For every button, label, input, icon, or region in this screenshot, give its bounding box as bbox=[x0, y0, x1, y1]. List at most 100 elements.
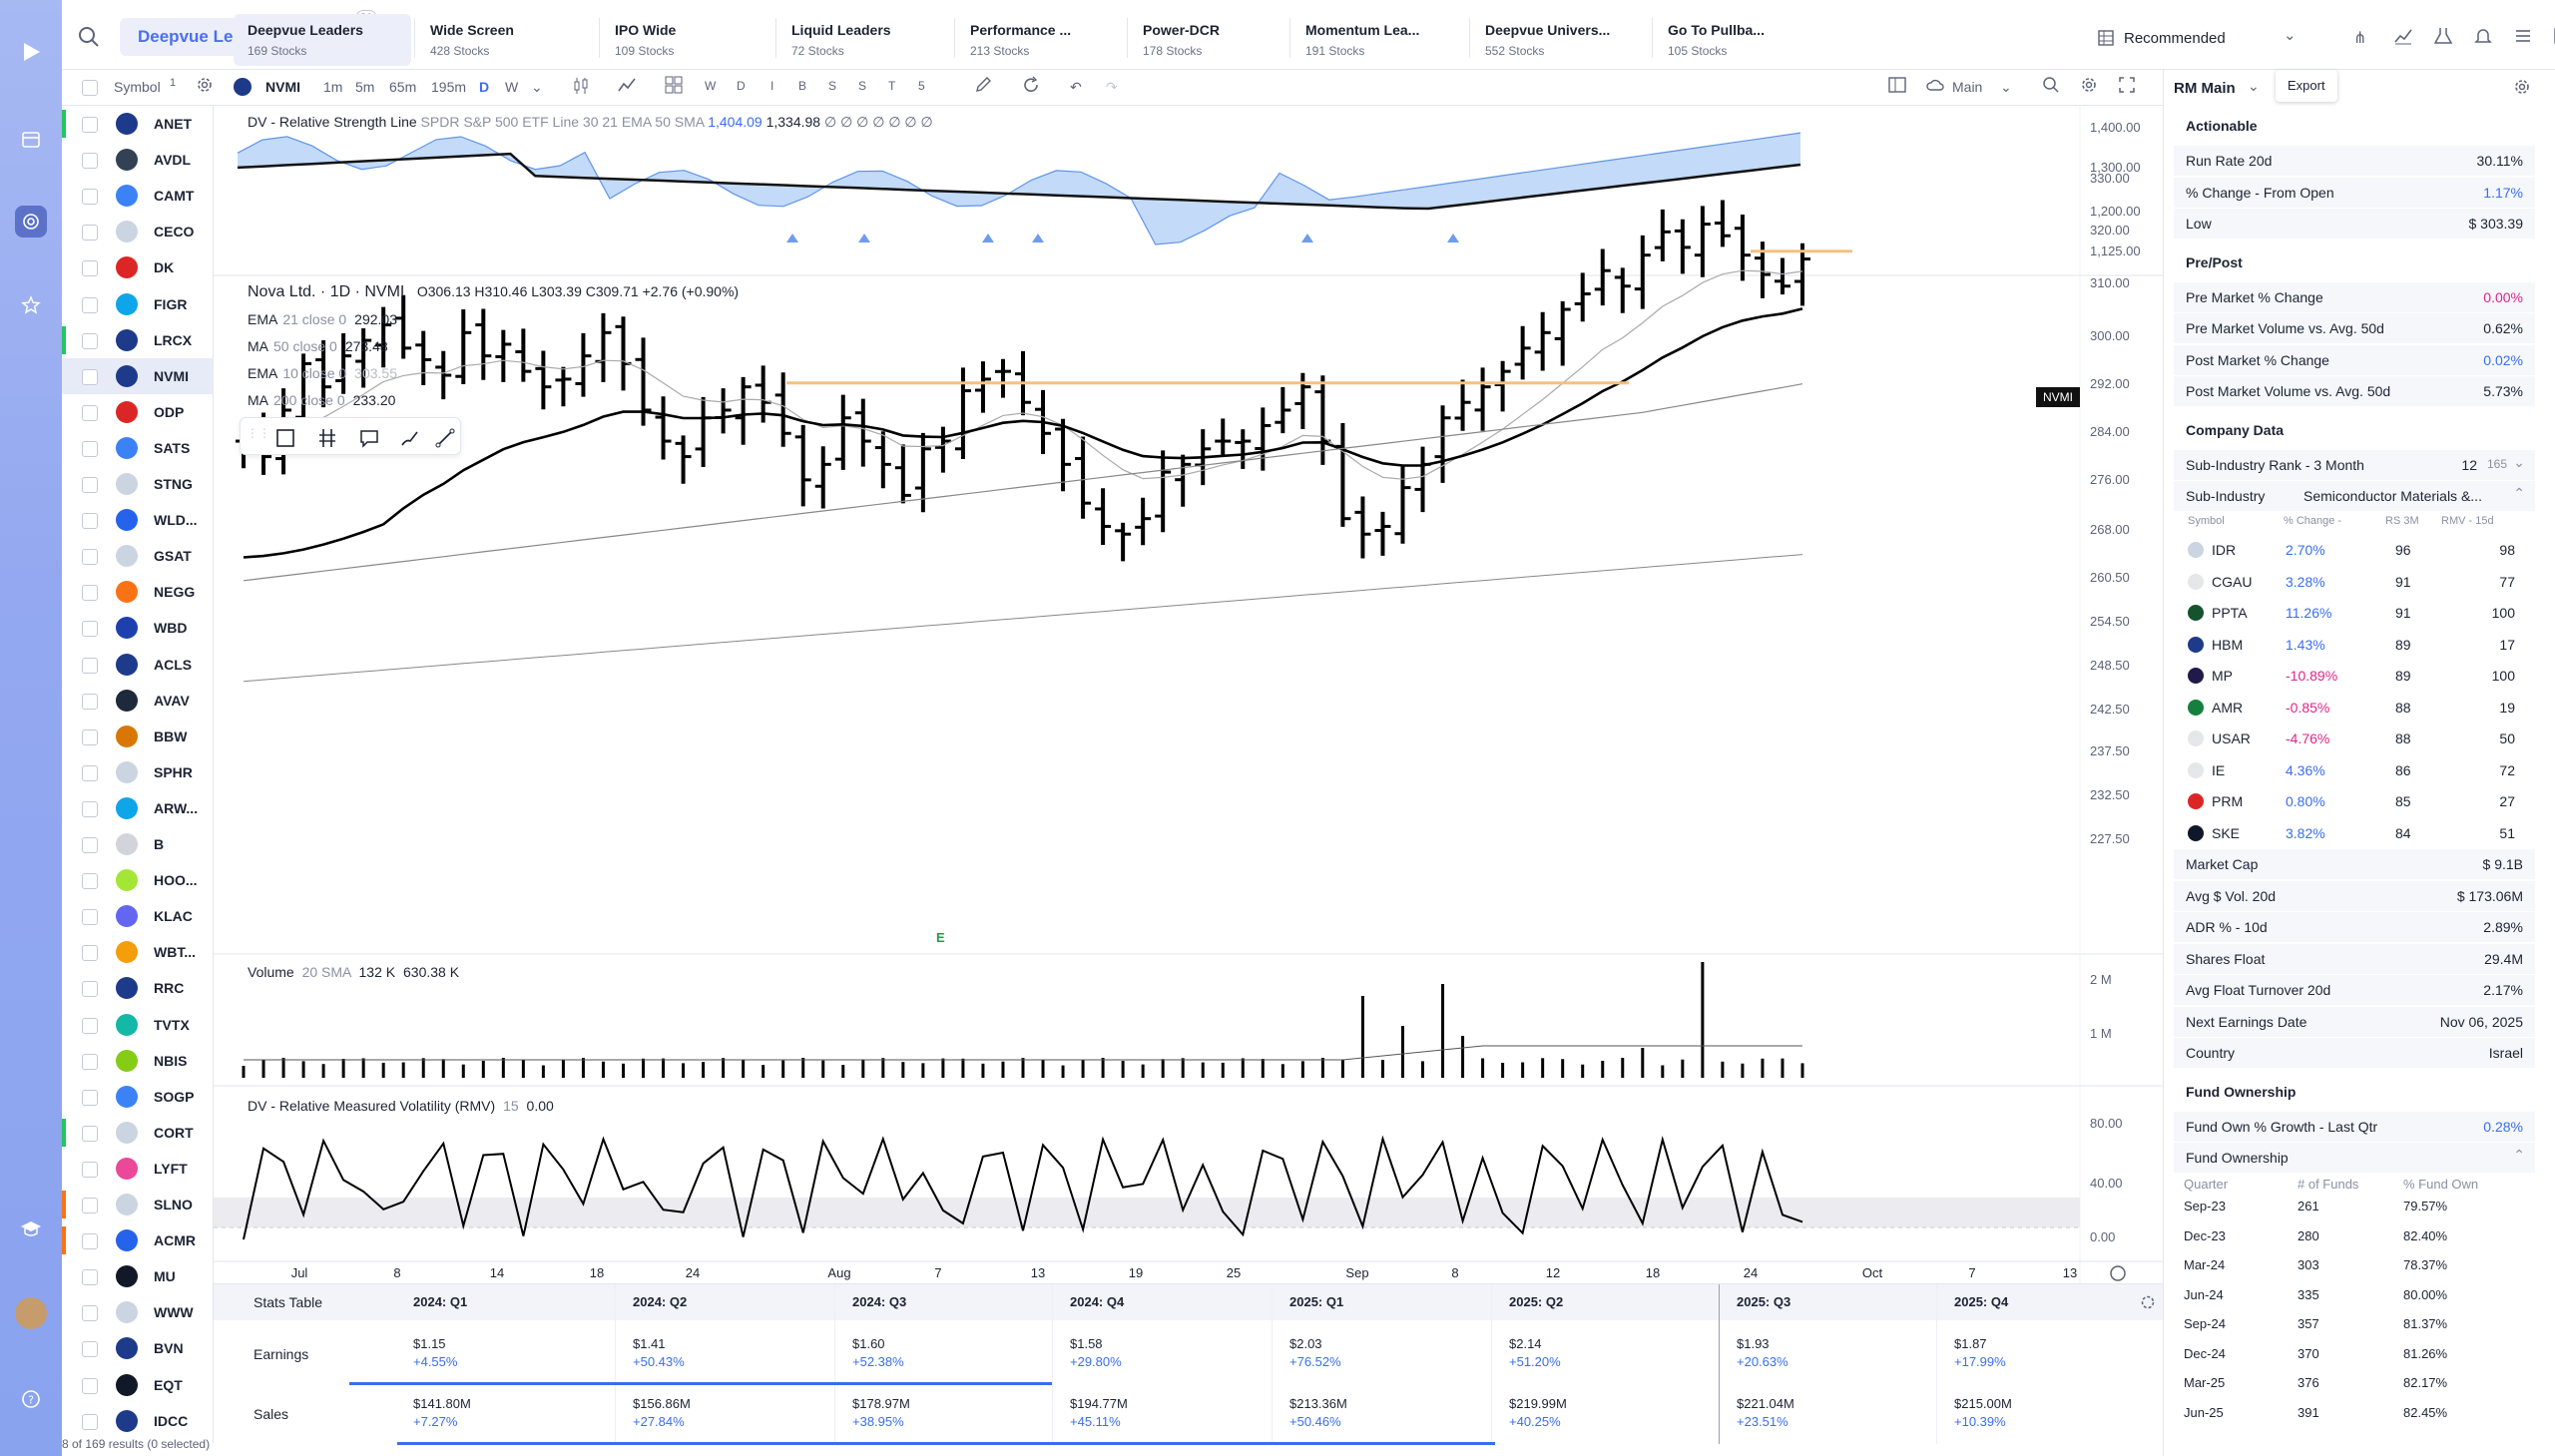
indicators-icon[interactable] bbox=[617, 76, 637, 99]
symbol-row[interactable]: AVAV bbox=[62, 683, 214, 719]
symbol-row[interactable]: WBD bbox=[62, 610, 214, 646]
recommended-select[interactable]: Recommended ⌄ bbox=[2098, 24, 2298, 52]
symbol-row[interactable]: CECO bbox=[62, 214, 214, 249]
symbol-row[interactable]: ARW... bbox=[62, 790, 214, 826]
row-checkbox[interactable] bbox=[82, 909, 98, 926]
rs-new-high-marker[interactable] bbox=[786, 234, 798, 243]
fund-header[interactable]: % Fund Own bbox=[2403, 1177, 2479, 1192]
symbol-row[interactable]: BBW bbox=[62, 719, 214, 754]
peer-row[interactable]: USAR -4.76% 88 50 bbox=[2174, 724, 2535, 753]
peer-row[interactable]: HBM 1.43% 89 17 bbox=[2174, 630, 2535, 660]
row-checkbox[interactable] bbox=[82, 117, 98, 133]
row-checkbox[interactable] bbox=[82, 837, 98, 853]
sub-industry-rank-row[interactable]: Sub-Industry Rank - 3 Month 12 165 ⌄ bbox=[2174, 449, 2535, 480]
peer-header[interactable]: Symbol bbox=[2188, 515, 2225, 527]
stats-quarter-header[interactable]: 2025: Q3 bbox=[1737, 1294, 1791, 1309]
prepost-row[interactable]: Pre Market % Change 0.00% bbox=[2174, 281, 2535, 312]
interval-5m[interactable]: 5m bbox=[355, 79, 375, 95]
tab-2[interactable]: IPO Wide 109 Stocks bbox=[601, 14, 763, 66]
ema21-line[interactable] bbox=[243, 307, 1803, 559]
symbol-row[interactable]: LRCX bbox=[62, 322, 214, 358]
peer-row[interactable]: IE 4.36% 86 72 bbox=[2174, 755, 2535, 785]
prepost-row[interactable]: Post Market % Change 0.02% bbox=[2174, 344, 2535, 375]
ma-legend-row[interactable]: EMA 10 close 0 303.55 bbox=[248, 365, 397, 381]
period-b[interactable]: B bbox=[798, 79, 807, 93]
symbol-row[interactable]: IDCC bbox=[62, 1403, 214, 1439]
actionable-row[interactable]: % Change - From Open 1.17% bbox=[2174, 177, 2535, 208]
period-i[interactable]: I bbox=[770, 79, 774, 93]
company-row[interactable]: Avg $ Vol. 20d $ 173.06M bbox=[2174, 880, 2535, 911]
rs-new-high-marker[interactable] bbox=[982, 234, 994, 243]
peer-row[interactable]: CGAU 3.28% 91 77 bbox=[2174, 567, 2535, 597]
peer-row[interactable]: IDR 2.70% 96 98 bbox=[2174, 535, 2535, 565]
radar-icon[interactable] bbox=[15, 206, 47, 238]
list-icon[interactable] bbox=[2513, 26, 2533, 51]
peer-row[interactable]: PRM 0.80% 85 27 bbox=[2174, 786, 2535, 816]
brush-tool-icon[interactable] bbox=[398, 427, 420, 449]
actionable-row[interactable]: Run Rate 20d 30.11% bbox=[2174, 146, 2535, 176]
earnings-marker[interactable]: E bbox=[936, 930, 945, 945]
chevron-down-icon[interactable]: ⌄ bbox=[2513, 453, 2525, 470]
interval-w[interactable]: W bbox=[505, 79, 519, 95]
peer-row[interactable]: PPTA 11.26% 91 100 bbox=[2174, 598, 2535, 628]
bell-icon[interactable] bbox=[2473, 26, 2493, 51]
volume-sma-line[interactable] bbox=[244, 1045, 1802, 1061]
select-all-checkbox[interactable] bbox=[82, 80, 98, 96]
stats-settings-icon[interactable] bbox=[2140, 1294, 2156, 1313]
tab-3[interactable]: Liquid Leaders 72 Stocks bbox=[777, 14, 941, 66]
fund-growth-row[interactable]: Fund Own % Growth - Last Qtr 0.28% bbox=[2174, 1111, 2535, 1142]
row-checkbox[interactable] bbox=[82, 260, 98, 277]
symbol-row[interactable]: BVN bbox=[62, 1330, 214, 1366]
sub-industry-row[interactable]: Sub-Industry Semiconductor Materials &...… bbox=[2174, 481, 2535, 511]
rs-new-high-marker[interactable] bbox=[1447, 234, 1459, 243]
symbol-row[interactable]: ACMR bbox=[62, 1222, 214, 1258]
ma-legend-row[interactable]: EMA 21 close 0 292.03 bbox=[248, 311, 397, 327]
chevron-down-icon[interactable]: ⌄ bbox=[531, 79, 543, 95]
row-checkbox[interactable] bbox=[82, 189, 98, 206]
symbol-row[interactable]: CAMT bbox=[62, 178, 214, 214]
row-checkbox[interactable] bbox=[82, 513, 98, 530]
peer-row[interactable]: SKE 3.82% 84 51 bbox=[2174, 818, 2535, 848]
row-checkbox[interactable] bbox=[82, 332, 98, 349]
symbol-row[interactable]: STNG bbox=[62, 466, 214, 502]
symbol-row[interactable]: KLAC bbox=[62, 898, 214, 934]
period-t[interactable]: T bbox=[888, 79, 896, 93]
tab-4[interactable]: Performance ... 213 Stocks bbox=[956, 14, 1114, 66]
stats-quarter-header[interactable]: 2024: Q3 bbox=[852, 1294, 907, 1309]
rmv-line[interactable] bbox=[243, 1135, 1803, 1240]
row-checkbox[interactable] bbox=[82, 1341, 98, 1358]
ma50-line[interactable] bbox=[243, 383, 1803, 582]
chevron-down-icon[interactable]: ⌄ bbox=[2000, 79, 2012, 95]
row-checkbox[interactable] bbox=[82, 728, 98, 745]
symbol-row[interactable]: SPHR bbox=[62, 754, 214, 790]
layout-name[interactable]: Main bbox=[1952, 79, 1983, 95]
period-w[interactable]: W bbox=[705, 79, 717, 93]
ema10-line[interactable] bbox=[243, 269, 1803, 480]
stats-quarter-header[interactable]: 2025: Q4 bbox=[1954, 1294, 2009, 1309]
tab-8[interactable]: Go To Pullba... 105 Stocks bbox=[1654, 14, 1813, 66]
fund-header[interactable]: # of Funds bbox=[2298, 1177, 2359, 1192]
row-checkbox[interactable] bbox=[82, 153, 98, 170]
chart-line-icon[interactable] bbox=[2393, 26, 2413, 51]
star-icon[interactable] bbox=[15, 289, 47, 321]
zoom-icon[interactable] bbox=[2042, 76, 2060, 97]
pencil-icon[interactable] bbox=[974, 76, 992, 97]
row-checkbox[interactable] bbox=[82, 1017, 98, 1034]
stats-quarter-header[interactable]: 2024: Q4 bbox=[1070, 1294, 1125, 1309]
symbol-row[interactable]: LYFT bbox=[62, 1151, 214, 1187]
chevron-up-icon[interactable]: ⌃ bbox=[2513, 1147, 2525, 1163]
symbol-row[interactable]: RRC bbox=[62, 970, 214, 1006]
chart-area[interactable]: 1,400.00 1,300.00 1,200.00 1,125.00 330.00 32… bbox=[214, 106, 2163, 1283]
row-checkbox[interactable] bbox=[82, 585, 98, 602]
fullscreen-icon[interactable] bbox=[2118, 76, 2136, 97]
row-checkbox[interactable] bbox=[82, 296, 98, 313]
price-chart[interactable]: 1,400.00 1,300.00 1,200.00 1,125.00 330.00 32… bbox=[214, 106, 2163, 1283]
company-row[interactable]: Avg Float Turnover 20d 2.17% bbox=[2174, 975, 2535, 1005]
row-checkbox[interactable] bbox=[82, 1413, 98, 1430]
symbol-row[interactable]: TVTX bbox=[62, 1007, 214, 1043]
refresh-icon[interactable] bbox=[1022, 76, 1040, 97]
panel-title[interactable]: RM Main bbox=[2174, 80, 2236, 97]
company-row[interactable]: Country Israel bbox=[2174, 1038, 2535, 1068]
symbol-row[interactable]: FIGR bbox=[62, 286, 214, 322]
symbol-row[interactable]: CORT bbox=[62, 1115, 214, 1151]
